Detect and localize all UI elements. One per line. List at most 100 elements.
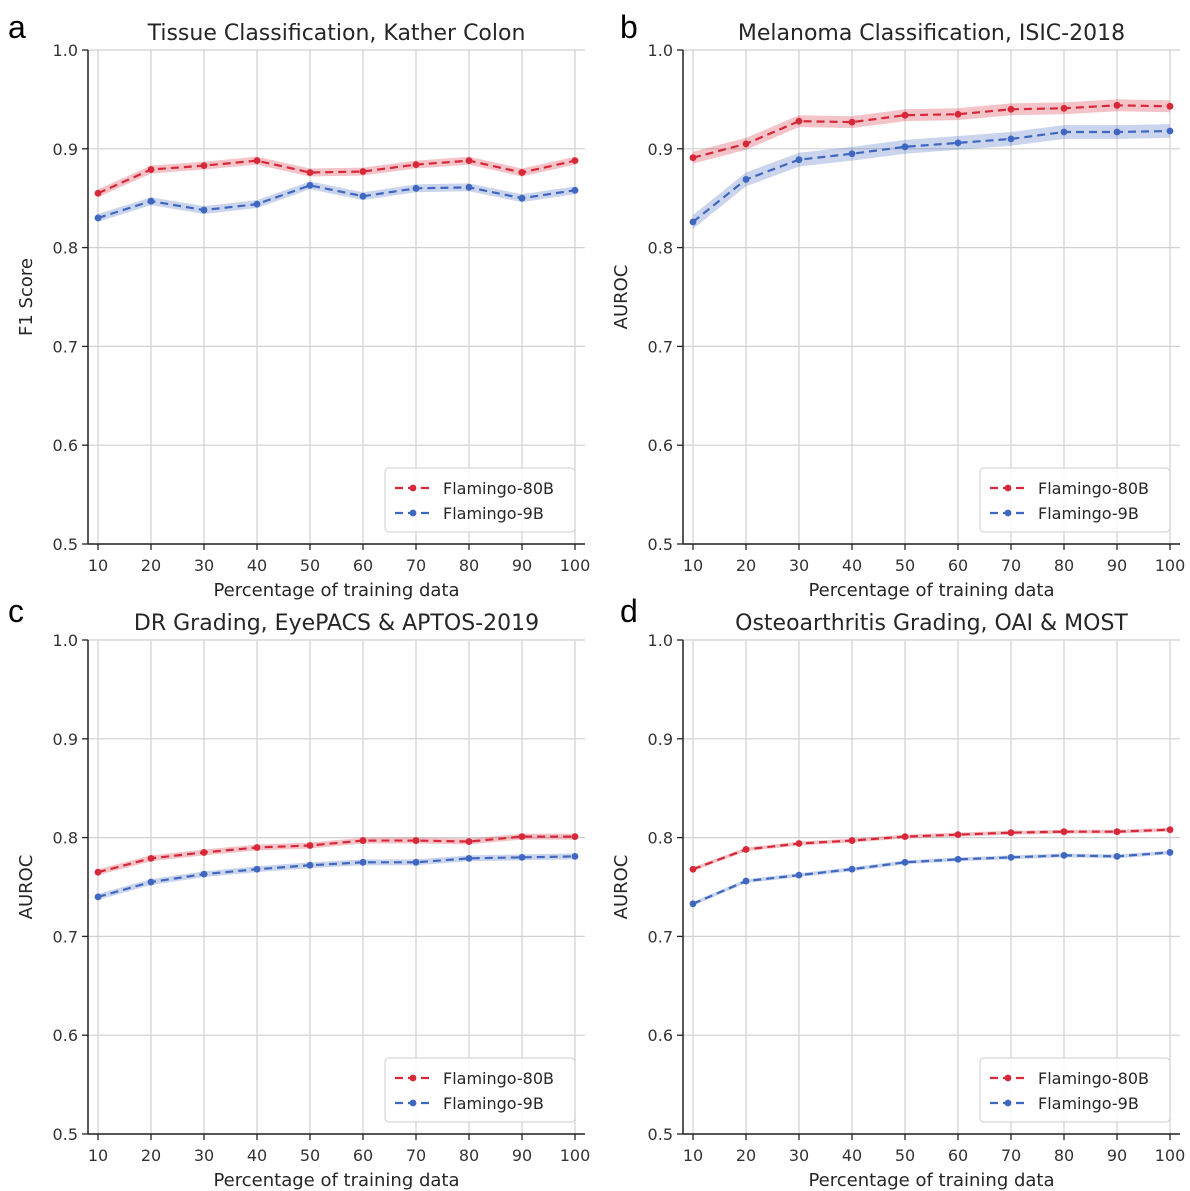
y-tick-label: 0.9 [648, 140, 673, 159]
data-point [901, 143, 909, 151]
y-tick-label: 0.5 [648, 1125, 673, 1144]
data-point [306, 181, 314, 189]
legend-box [979, 467, 1171, 533]
data-point [94, 868, 102, 876]
chart-panel-c: c DR Grading, EyePACS & APTOS-2019 0.5 0.6 0… [8, 593, 590, 1191]
data-point [954, 110, 962, 118]
data-point [253, 844, 261, 851]
x-tick-label: 20 [736, 556, 756, 575]
data-point [1007, 105, 1015, 113]
data-point [1166, 849, 1174, 856]
data-point [412, 858, 420, 866]
data-point [901, 111, 909, 119]
data-point [848, 118, 856, 126]
x-tick-label: 10 [683, 556, 703, 575]
data-point [571, 186, 579, 194]
data-point [94, 189, 102, 197]
data-point [147, 878, 155, 886]
chart-panel-d: d Osteoarthritis Grading, OAI & MOST 0.5 0.… [611, 593, 1185, 1191]
x-tick-label: 50 [895, 1146, 915, 1165]
series-line [97, 855, 576, 898]
x-tick-label: 60 [948, 1146, 968, 1165]
data-point [465, 183, 473, 191]
data-point [689, 154, 697, 162]
legend-swatch-marker [1004, 484, 1012, 492]
data-point [359, 192, 367, 200]
x-tick-label: 40 [247, 556, 267, 575]
x-tick-label: 80 [459, 1146, 479, 1165]
x-tick-label: 100 [560, 1146, 591, 1165]
series-line [692, 104, 1171, 159]
legend: Flamingo-80B Flamingo-9B [384, 467, 576, 533]
y-tick-label: 0.7 [53, 927, 78, 946]
y-tick-label: 0.7 [648, 337, 673, 356]
data-point [795, 117, 803, 125]
legend-swatch-marker [409, 1099, 417, 1107]
data-point [200, 849, 208, 856]
legend-label: Flamingo-9B [1038, 504, 1139, 523]
x-tick-label: 40 [247, 1146, 267, 1165]
x-tick-label: 50 [895, 556, 915, 575]
data-point [1060, 104, 1068, 112]
data-point [518, 194, 526, 202]
x-tick-label: 60 [353, 556, 373, 575]
data-point [147, 166, 155, 173]
data-point [253, 157, 261, 165]
legend-label: Flamingo-80B [443, 1069, 554, 1088]
data-point [200, 206, 208, 214]
data-point [147, 854, 155, 862]
y-tick-label: 0.7 [648, 927, 673, 946]
legend-label: Flamingo-80B [1038, 479, 1149, 498]
data-point [848, 837, 856, 844]
data-point [742, 877, 750, 885]
panel-letter: a [8, 9, 26, 45]
x-tick-label: 10 [88, 1146, 108, 1165]
data-point [954, 855, 962, 863]
y-tick-label: 1.0 [648, 41, 673, 60]
x-axis-label: Percentage of training data [808, 1170, 1054, 1191]
data-point [465, 157, 473, 165]
series-band [693, 850, 1170, 906]
data-point [1007, 829, 1015, 837]
series-band [98, 833, 575, 876]
y-tick-label: 0.5 [53, 535, 78, 554]
chart-title: Osteoarthritis Grading, OAI & MOST [735, 611, 1128, 636]
y-tick-label: 0.6 [53, 436, 78, 455]
legend-label: Flamingo-9B [1038, 1094, 1139, 1113]
x-tick-label: 60 [353, 1146, 373, 1165]
x-tick-label: 10 [683, 1146, 703, 1165]
legend-swatch-marker [409, 484, 417, 492]
x-tick-label: 90 [512, 556, 532, 575]
y-axis-label: AUROC [16, 855, 37, 920]
data-point [795, 840, 803, 847]
y-tick-label: 0.8 [648, 239, 673, 258]
data-point [571, 833, 579, 841]
x-tick-label: 50 [300, 556, 320, 575]
data-point [359, 837, 367, 844]
x-tick-label: 40 [842, 1146, 862, 1165]
series-band [693, 124, 1170, 229]
data-point [200, 162, 208, 169]
data-point [742, 846, 750, 853]
data-point [359, 168, 367, 175]
legend-label: Flamingo-80B [443, 479, 554, 498]
panel-letter: c [8, 593, 24, 629]
series-line [692, 851, 1171, 905]
chart-title: DR Grading, EyePACS & APTOS-2019 [134, 611, 539, 636]
x-tick-label: 90 [1107, 556, 1127, 575]
legend-box [384, 467, 576, 533]
data-point [518, 853, 526, 861]
data-point [359, 858, 367, 866]
x-tick-label: 20 [141, 1146, 161, 1165]
panel-letter: b [620, 9, 638, 45]
x-tick-label: 60 [948, 556, 968, 575]
y-tick-label: 0.6 [648, 1026, 673, 1045]
legend-label: Flamingo-80B [1038, 1069, 1149, 1088]
series-band [98, 853, 575, 900]
data-point [518, 833, 526, 841]
data-point [571, 852, 579, 860]
x-tick-label: 70 [1001, 556, 1021, 575]
y-axis-label: F1 Score [16, 258, 37, 336]
y-tick-label: 1.0 [648, 631, 673, 650]
